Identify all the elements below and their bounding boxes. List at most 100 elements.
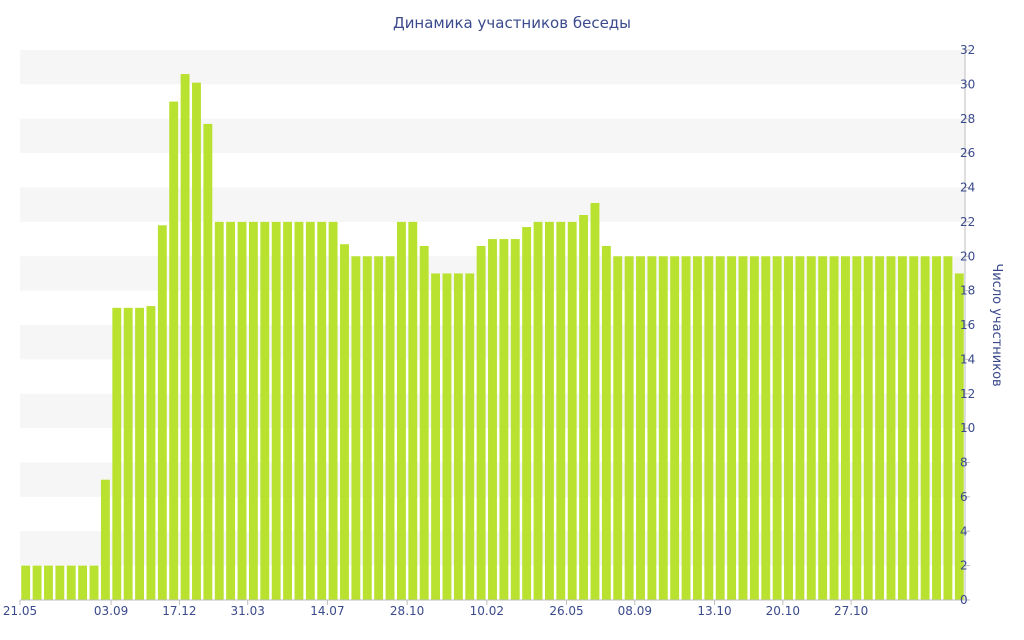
x-tick-label: 03.09 <box>94 604 128 618</box>
bar <box>55 565 65 601</box>
y-tick-label: 10 <box>960 421 975 435</box>
bar <box>476 245 486 600</box>
bar <box>305 221 315 601</box>
bar <box>510 239 520 600</box>
bar <box>237 221 247 601</box>
bar <box>408 221 418 601</box>
y-tick-label: 28 <box>960 112 975 126</box>
y-tick-label: 8 <box>960 456 968 470</box>
y-axis-title: Число участников <box>989 263 1004 386</box>
x-tick-label: 08.09 <box>618 604 652 618</box>
x-tick-label: 20.10 <box>766 604 800 618</box>
bars-group <box>21 74 964 601</box>
x-tick-label: 31.03 <box>231 604 265 618</box>
bar <box>784 256 793 600</box>
bar <box>772 256 782 600</box>
y-tick-label: 16 <box>960 318 975 332</box>
y-tick-label: 2 <box>960 559 968 573</box>
bar <box>738 256 748 600</box>
bar <box>693 256 702 600</box>
y-tick-label: 20 <box>960 249 975 263</box>
bar <box>362 256 372 600</box>
bar <box>328 221 338 601</box>
bar <box>841 256 850 600</box>
bar <box>715 256 725 600</box>
x-ticks-group: 21.05 03.09 17.12 31.03 14.07 28.10 10.02 26.05… <box>3 600 868 618</box>
x-tick-label: 21.05 <box>3 604 37 618</box>
bar <box>897 256 907 600</box>
bar <box>670 256 680 600</box>
bar <box>590 202 600 600</box>
y-tick-label: 12 <box>960 387 975 401</box>
bar <box>601 245 611 600</box>
bar <box>385 256 395 600</box>
y-tick-label: 26 <box>960 146 975 160</box>
bar <box>21 565 31 601</box>
bar <box>818 256 828 600</box>
bar <box>271 221 281 601</box>
grid-band <box>20 118 965 154</box>
bar <box>727 256 737 600</box>
bar <box>283 221 292 601</box>
bar <box>522 227 532 600</box>
bar <box>112 307 122 600</box>
bar <box>203 123 213 600</box>
bar <box>954 273 964 600</box>
y-tick-label: 22 <box>960 215 975 229</box>
bar <box>146 306 156 600</box>
x-tick-label: 27.10 <box>834 604 868 618</box>
bar <box>920 256 930 600</box>
bar <box>123 307 133 600</box>
bar <box>214 221 224 601</box>
bar <box>453 273 463 600</box>
bar <box>89 565 99 601</box>
bar <box>431 273 441 600</box>
bar <box>829 256 839 600</box>
y-tick-label: 14 <box>960 352 975 366</box>
bar <box>169 101 179 600</box>
bar <box>340 244 349 600</box>
y-tick-label: 4 <box>960 524 968 538</box>
bar <box>442 273 452 600</box>
bar <box>157 225 167 600</box>
bar <box>863 256 873 600</box>
bar <box>44 565 53 601</box>
bar <box>100 479 110 600</box>
chart-title: Динамика участников беседы <box>393 14 631 32</box>
bar <box>556 221 566 601</box>
bar <box>488 239 497 600</box>
bar <box>351 256 361 600</box>
bar <box>875 256 885 600</box>
bar <box>180 74 190 600</box>
bar <box>294 221 304 601</box>
bar <box>260 221 270 601</box>
y-tick-label: 32 <box>960 43 975 57</box>
grid-band <box>20 50 965 85</box>
bar <box>806 256 816 600</box>
bar <box>317 221 327 601</box>
bar <box>226 221 236 601</box>
bar <box>66 565 76 601</box>
y-tick-label: 0 <box>960 593 968 607</box>
bar <box>135 307 144 600</box>
x-tick-label: 28.10 <box>390 604 424 618</box>
bar <box>32 565 42 601</box>
bar <box>704 256 714 600</box>
bar <box>396 221 406 601</box>
bar <box>374 256 384 600</box>
bar <box>465 273 475 600</box>
x-tick-label: 13.10 <box>697 604 731 618</box>
bar <box>761 256 771 600</box>
x-tick-label: 17.12 <box>162 604 196 618</box>
bar <box>567 221 577 601</box>
bar <box>647 256 657 600</box>
bar <box>544 221 554 601</box>
y-tick-label: 6 <box>960 490 968 504</box>
x-tick-label: 26.05 <box>549 604 583 618</box>
bar <box>852 256 862 600</box>
bar <box>886 256 896 600</box>
bar <box>658 256 668 600</box>
